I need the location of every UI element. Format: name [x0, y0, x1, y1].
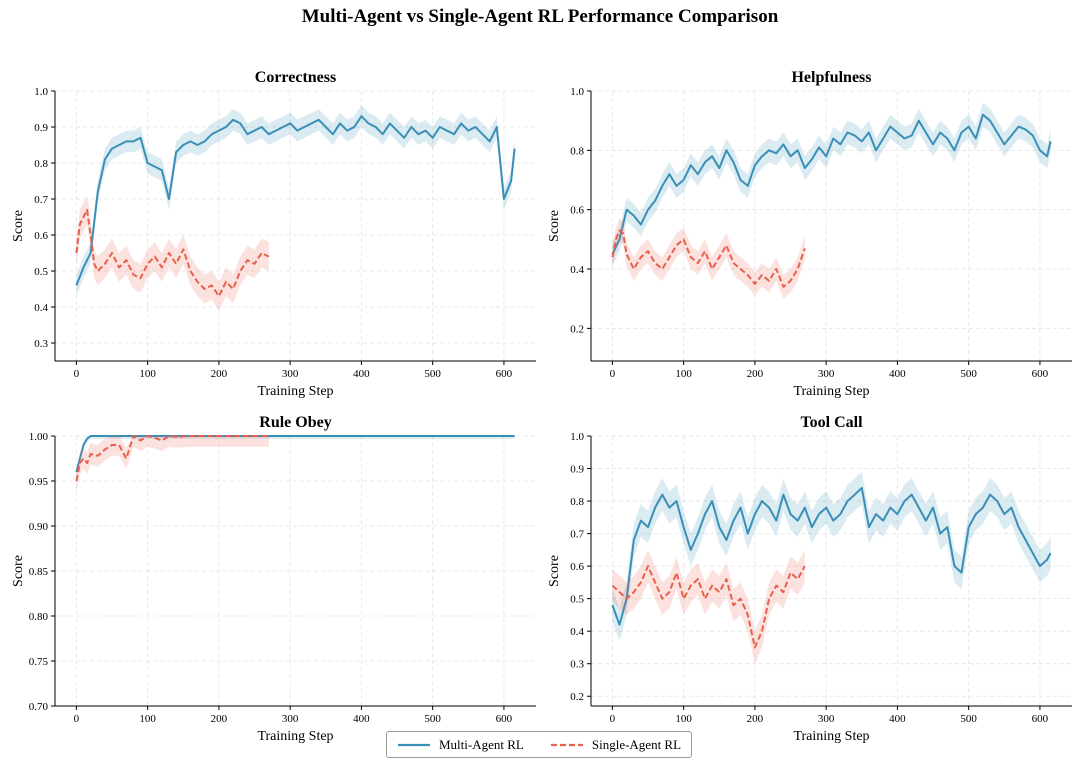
x-tick-label: 600 [1032, 368, 1049, 380]
y-tick-label: 0.7 [570, 529, 584, 541]
figure-title: Multi-Agent vs Single-Agent RL Performan… [302, 6, 779, 27]
legend-label-multi-agent: Multi-Agent RL [439, 736, 524, 752]
x-tick-label: 0 [74, 368, 80, 380]
series-line-multi-agent-rl [75, 435, 515, 473]
x-tick-label: 400 [353, 368, 370, 380]
y-tick-label: 0.2 [570, 323, 584, 335]
y-tick-label: 0.4 [570, 264, 584, 276]
x-tick-label: 200 [211, 368, 228, 380]
y-tick-label: 0.6 [570, 205, 584, 217]
y-tick-label: 0.9 [34, 122, 48, 134]
x-tick-label: 100 [139, 713, 156, 725]
x-tick-label: 500 [424, 368, 441, 380]
y-tick-label: 0.8 [570, 496, 584, 508]
y-tick-label: 0.6 [570, 561, 584, 573]
x-tick-label: 100 [675, 368, 692, 380]
x-tick-label: 200 [747, 368, 764, 380]
subplot-title: Helpfulness [791, 69, 871, 86]
series-line-multi-agent-rl [611, 487, 1052, 626]
y-axis-label: Score [547, 555, 562, 587]
confidence-band-single-agent-rl [76, 436, 269, 492]
x-tick-label: 400 [889, 713, 906, 725]
x-axis-label: Training Step [257, 729, 333, 744]
x-tick-label: 200 [747, 713, 764, 725]
x-tick-label: 500 [960, 713, 977, 725]
y-tick-label: 0.4 [34, 302, 48, 314]
x-tick-label: 400 [889, 368, 906, 380]
x-axis-label: Training Step [793, 384, 869, 399]
y-tick-label: 0.5 [570, 594, 584, 606]
x-tick-label: 300 [282, 368, 299, 380]
legend: Multi-Agent RL Single-Agent RL [386, 731, 692, 758]
x-tick-label: 300 [818, 713, 835, 725]
y-tick-label: 0.95 [29, 476, 49, 488]
subplot-rule-obey: 0 100 200 300 400 500 600 0.70 0.75 0.80 0.85 0.90 0… [11, 414, 536, 744]
x-tick-label: 400 [353, 713, 370, 725]
subplot-title: Rule Obey [259, 414, 331, 431]
y-tick-label: 0.8 [570, 145, 584, 157]
x-tick-label: 200 [211, 713, 228, 725]
x-tick-label: 0 [74, 713, 80, 725]
legend-entry-multi-agent: Multi-Agent RL [397, 737, 524, 753]
y-tick-label: 0.6 [34, 230, 48, 242]
x-tick-label: 500 [424, 713, 441, 725]
series-line-single-agent-rl [75, 435, 269, 482]
y-tick-label: 0.7 [34, 194, 48, 206]
y-tick-label: 0.3 [570, 659, 584, 671]
y-tick-label: 1.00 [29, 431, 49, 443]
x-tick-label: 500 [960, 368, 977, 380]
subplot-correctness: 0 100 200 300 400 500 600 0.3 0.4 0.5 0.6 0.7 0.8 0.9… [11, 69, 536, 399]
subplot-helpfulness: 0 100 200 300 400 500 600 0.2 0.4 0.6 0.8 1.0 Helpfu… [547, 69, 1072, 399]
x-tick-label: 300 [282, 713, 299, 725]
y-tick-label: 1.0 [570, 86, 584, 98]
x-tick-label: 100 [675, 713, 692, 725]
subplot-tool-call: 0 100 200 300 400 500 600 0.2 0.3 0.4 0.5 0.6 0.7 0.8… [547, 414, 1072, 744]
confidence-band-multi-agent-rl [612, 102, 1051, 267]
subplot-grid: 0 100 200 300 400 500 600 0.3 0.4 0.5 0.6 0.7 0.8 0.9… [11, 69, 1072, 744]
y-tick-label: 0.80 [29, 611, 49, 623]
x-tick-label: 100 [139, 368, 156, 380]
subplot-title: Tool Call [800, 414, 863, 431]
y-tick-label: 0.5 [34, 266, 48, 278]
legend-label-single-agent: Single-Agent RL [591, 736, 682, 752]
y-tick-label: 0.2 [570, 691, 584, 703]
series-line-single-agent-rl [75, 208, 270, 298]
subplot-title: Correctness [255, 69, 336, 86]
y-tick-label: 0.75 [29, 656, 49, 668]
series-line-multi-agent-rl [75, 115, 516, 286]
x-tick-label: 600 [496, 368, 513, 380]
series-line-multi-agent-rl [611, 113, 1052, 255]
y-axis-label: Score [11, 210, 26, 242]
x-tick-label: 0 [610, 368, 616, 380]
y-tick-label: 0.3 [34, 338, 48, 350]
legend-swatch-solid-line [398, 743, 430, 746]
y-tick-label: 0.8 [34, 158, 48, 170]
x-axis-label: Training Step [793, 729, 869, 744]
legend-swatch-dashed-line [550, 743, 583, 746]
y-tick-label: 0.85 [29, 566, 49, 578]
y-axis-label: Score [11, 555, 26, 587]
confidence-band-multi-agent-rl [612, 471, 1051, 641]
y-tick-label: 0.90 [29, 521, 49, 533]
x-tick-label: 600 [1032, 713, 1049, 725]
y-tick-label: 0.4 [570, 626, 584, 638]
confidence-band-single-agent-rl [76, 195, 269, 311]
confidence-band-multi-agent-rl [76, 105, 515, 297]
y-axis-label: Score [547, 210, 562, 242]
legend-entry-single-agent: Single-Agent RL [550, 737, 681, 753]
y-tick-label: 0.9 [570, 464, 584, 476]
series-line-single-agent-rl [611, 229, 806, 288]
y-tick-label: 1.0 [34, 86, 48, 98]
x-tick-label: 600 [496, 713, 513, 725]
x-axis-label: Training Step [257, 384, 333, 399]
series-line-single-agent-rl [611, 565, 806, 649]
x-tick-label: 300 [818, 368, 835, 380]
confidence-band-single-agent-rl [612, 549, 805, 664]
y-tick-label: 1.0 [570, 431, 584, 443]
y-tick-label: 0.70 [29, 701, 49, 713]
x-tick-label: 0 [610, 713, 616, 725]
